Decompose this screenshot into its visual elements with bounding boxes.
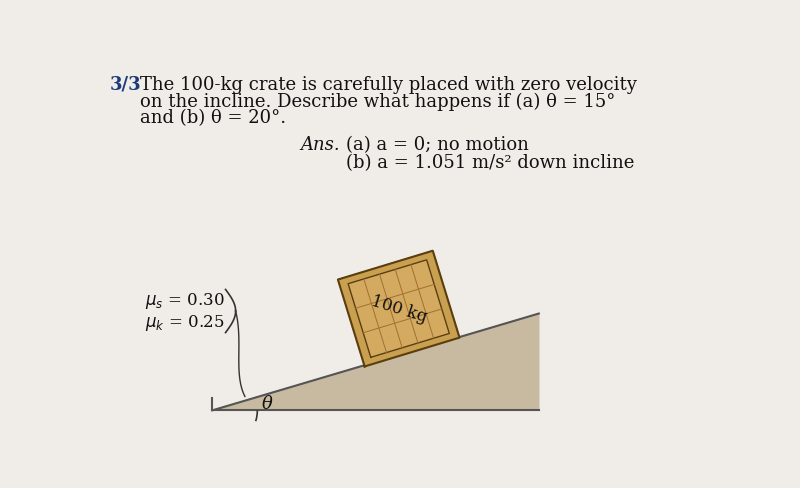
Text: θ: θ: [262, 394, 273, 412]
Text: on the incline. Describe what happens if (a) θ = 15°: on the incline. Describe what happens if…: [140, 92, 616, 111]
Text: (a) a = 0; no motion: (a) a = 0; no motion: [346, 135, 530, 153]
Text: $\mu_s$ = 0.30: $\mu_s$ = 0.30: [145, 291, 225, 310]
Polygon shape: [338, 251, 459, 366]
Text: and (b) θ = 20°.: and (b) θ = 20°.: [140, 109, 286, 127]
Text: (b) a = 1.051 m/s² down incline: (b) a = 1.051 m/s² down incline: [346, 154, 635, 172]
Text: $\mu_k$ = 0.25: $\mu_k$ = 0.25: [145, 312, 225, 332]
Text: The 100-kg crate is carefully placed with zero velocity: The 100-kg crate is carefully placed wit…: [140, 76, 637, 93]
Polygon shape: [212, 314, 539, 410]
Text: 100 kg: 100 kg: [369, 292, 429, 325]
Polygon shape: [348, 260, 450, 358]
Text: Ans.: Ans.: [300, 135, 339, 153]
Text: 3/3: 3/3: [110, 76, 141, 93]
